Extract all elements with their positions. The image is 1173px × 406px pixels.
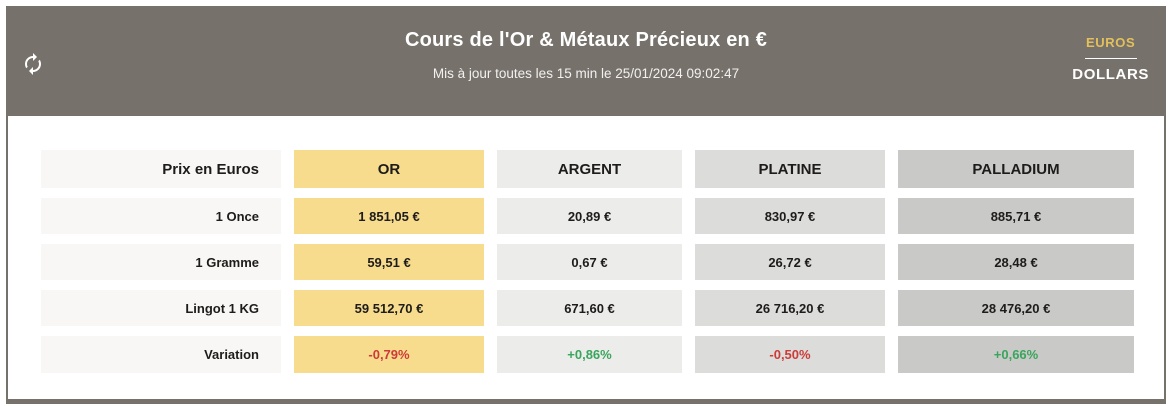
page-title: Cours de l'Or & Métaux Précieux en € xyxy=(404,29,768,51)
currency-option-euros[interactable]: EUROS xyxy=(1086,35,1136,50)
column-header-palladium: PALLADIUM xyxy=(898,150,1134,188)
cell-argent-once: 20,89 € xyxy=(497,198,682,234)
cell-argent-lingot: 671,60 € xyxy=(497,290,682,326)
column-header-platine: PLATINE xyxy=(695,150,885,188)
cell-platine-gramme: 26,72 € xyxy=(695,244,885,280)
currency-option-dollars[interactable]: DOLLARS xyxy=(1072,66,1149,83)
cell-or-gramme: 59,51 € xyxy=(294,244,484,280)
cell-palladium-gramme: 28,48 € xyxy=(898,244,1134,280)
column-header-or: OR xyxy=(294,150,484,188)
row-label-lingot: Lingot 1 KG xyxy=(41,290,281,326)
row-label-once: 1 Once xyxy=(41,198,281,234)
currency-toggle: EUROS DOLLARS xyxy=(1072,35,1149,83)
precious-metals-widget: Cours de l'Or & Métaux Précieux en € Mis… xyxy=(6,6,1166,404)
cell-argent-variation: +0,86% xyxy=(497,336,682,373)
cell-palladium-once: 885,71 € xyxy=(898,198,1134,234)
row-label-variation: Variation xyxy=(41,336,281,373)
prices-table: Prix en Euros OR ARGENT PLATINE PALLADIU… xyxy=(41,150,1134,373)
column-header-argent: ARGENT xyxy=(497,150,682,188)
cell-or-variation: -0,79% xyxy=(294,336,484,373)
cell-argent-gramme: 0,67 € xyxy=(497,244,682,280)
widget-header: Cours de l'Or & Métaux Précieux en € Mis… xyxy=(8,8,1164,116)
cell-or-lingot: 59 512,70 € xyxy=(294,290,484,326)
cell-platine-once: 830,97 € xyxy=(695,198,885,234)
cell-platine-lingot: 26 716,20 € xyxy=(695,290,885,326)
currency-divider xyxy=(1084,58,1137,59)
cell-or-once: 1 851,05 € xyxy=(294,198,484,234)
table-corner-label: Prix en Euros xyxy=(41,150,281,188)
cell-palladium-lingot: 28 476,20 € xyxy=(898,290,1134,326)
cell-platine-variation: -0,50% xyxy=(695,336,885,373)
row-label-gramme: 1 Gramme xyxy=(41,244,281,280)
cell-palladium-variation: +0,66% xyxy=(898,336,1134,373)
refresh-button[interactable] xyxy=(21,52,45,76)
refresh-icon xyxy=(21,53,45,79)
last-updated-text: Mis à jour toutes les 15 min le 25/01/20… xyxy=(432,66,740,81)
